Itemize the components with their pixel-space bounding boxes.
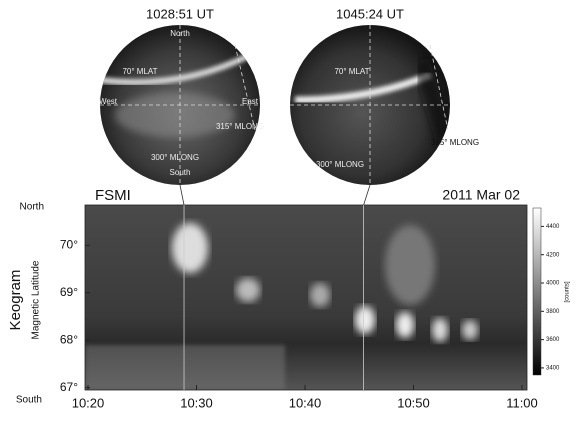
x-tick-label: 10:50 <box>397 395 430 410</box>
sky-label: 300° MLONG <box>316 160 364 169</box>
sky-label: 70° MLAT <box>122 67 157 76</box>
sky-label: West <box>99 97 118 106</box>
colorbar-tick-label: 4200 <box>546 252 560 258</box>
sky-label: East <box>242 97 259 106</box>
x-tick-label: 10:40 <box>289 395 322 410</box>
y-tick-label: 69° <box>60 285 78 299</box>
figure: FSMI 2011 Mar 02 North South Keogram Mag… <box>0 0 585 417</box>
y-axis-label: Magnetic Latitude <box>31 260 42 339</box>
y-title: Keogram <box>7 270 24 331</box>
y-tick-label: 68° <box>60 332 78 346</box>
sky-label: 315° MLONG <box>431 138 479 147</box>
south-label: South <box>16 395 42 406</box>
sky-label: North <box>170 29 190 38</box>
north-label: North <box>20 202 44 213</box>
x-tick-label: 11:00 <box>506 395 538 410</box>
colorbar-label: [counts] <box>565 281 571 302</box>
sky-label: 70° MLAT <box>334 67 369 76</box>
colorbar <box>533 208 541 375</box>
y-tick-label: 67° <box>60 380 78 394</box>
colorbar-tick-label: 3800 <box>546 309 560 315</box>
image-title: 1028:51 UT <box>146 6 214 21</box>
colorbar-tick-label: 4400 <box>546 224 560 230</box>
sky-label: 300° MLONG <box>151 153 199 162</box>
y-tick-label: 70° <box>60 237 78 251</box>
station-label: FSMI <box>95 187 131 204</box>
colorbar-tick-label: 3400 <box>546 366 560 372</box>
sky-label: 315° MLONG <box>216 122 264 131</box>
date-label: 2011 Mar 02 <box>442 187 520 203</box>
sky-label: South <box>170 168 191 177</box>
x-tick-label: 10:20 <box>72 395 105 410</box>
image-connector <box>180 185 184 205</box>
colorbar-tick-label: 4000 <box>546 281 560 287</box>
image-title: 1045:24 UT <box>336 6 404 21</box>
x-tick-label: 10:30 <box>180 395 213 410</box>
image-connector <box>364 185 370 205</box>
colorbar-tick-label: 3600 <box>546 337 560 343</box>
